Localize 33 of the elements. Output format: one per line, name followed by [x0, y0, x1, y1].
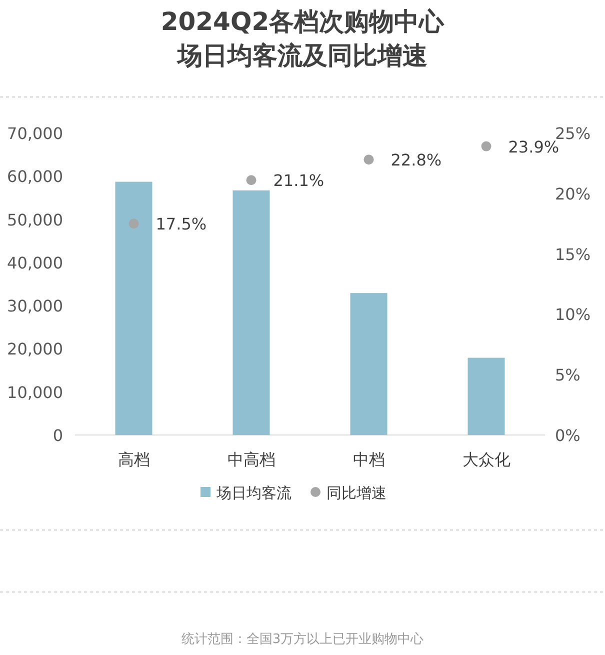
text: 统计范围：全国3万方以上已开业购物中心: [181, 631, 424, 647]
bar: [350, 293, 388, 435]
y2-tick-label: 20%: [555, 184, 591, 204]
data-label: 17.5%: [156, 214, 207, 234]
data-label: 21.1%: [273, 171, 324, 190]
point: [246, 175, 256, 186]
bar: [115, 182, 152, 435]
point: [481, 141, 492, 152]
y2-tick-label: 0%: [555, 426, 580, 445]
chart-title: 2024Q2各档次购物中心场日均客流及同比增速: [160, 7, 446, 70]
y2-tick-label: 15%: [555, 244, 591, 264]
y-tick-label: 20,000: [7, 340, 63, 359]
x-tick-label: 高档: [118, 450, 150, 469]
point: [128, 218, 139, 229]
y2-tick-label: 25%: [555, 124, 591, 143]
data-label: 22.8%: [390, 150, 442, 170]
y-tick-label: 30,000: [7, 296, 63, 316]
x-tick-label: 大众化: [462, 450, 510, 469]
x-tick-label: 中档: [352, 450, 385, 469]
point: [364, 154, 374, 165]
legend-label: 场日均客流: [216, 484, 292, 502]
x-tick-label: 中高档: [227, 450, 276, 469]
y-tick-label: 0: [52, 426, 63, 445]
y2-tick-label: 5%: [555, 366, 580, 385]
y-tick-label: 60,000: [7, 167, 63, 186]
y-tick-label: 40,000: [7, 253, 63, 272]
bar: [468, 358, 505, 435]
bar: [232, 190, 270, 435]
y2-tick-label: 10%: [555, 305, 591, 324]
y-tick-label: 50,000: [7, 210, 63, 230]
legend-label: 同比增速: [326, 484, 386, 502]
y-tick-label: 70,000: [7, 124, 63, 143]
y-tick-label: 10,000: [7, 382, 63, 402]
